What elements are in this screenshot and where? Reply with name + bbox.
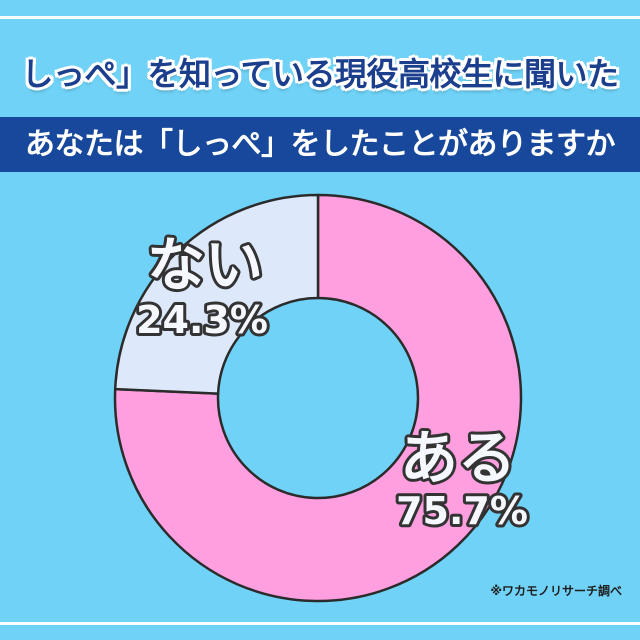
bottom-rule <box>0 622 640 625</box>
question-band: あなたは「しっぺ」をしたことがありますか <box>0 117 640 172</box>
page-title: しっぺ」を知っている現役高校生に聞いた <box>21 55 619 93</box>
category-label-nai: ない <box>147 231 263 299</box>
donut-slice-nai <box>113 193 320 395</box>
question-text: あなたは「しっぺ」をしたことがありますか <box>25 127 616 162</box>
donut-chart: ない 24.3% ある 75.7% <box>113 193 531 603</box>
source-footnote: ※ワカモノリサーチ調べ <box>490 584 622 598</box>
category-label-aru: ある <box>400 424 516 492</box>
top-rule <box>0 16 640 19</box>
data-label-nai: 24.3% <box>136 298 268 342</box>
donut-slice-aru <box>113 193 523 603</box>
data-label-aru: 75.7% <box>396 489 528 533</box>
